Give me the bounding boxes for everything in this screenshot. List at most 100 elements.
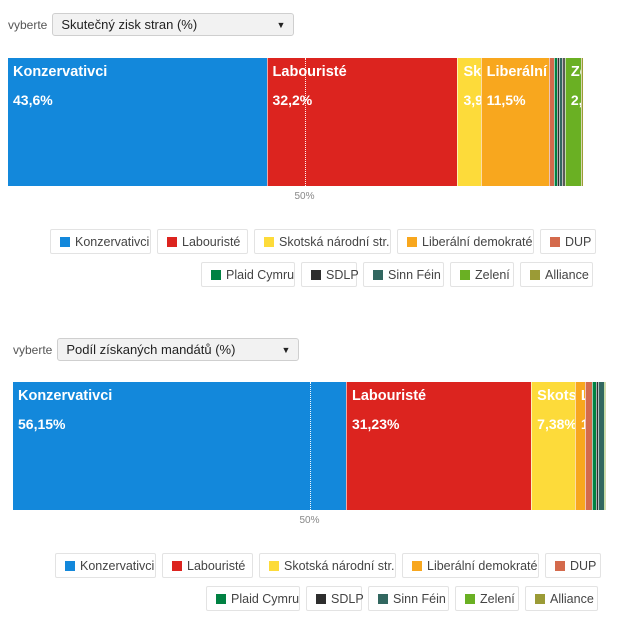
legend-item-zeleni[interactable]: Zelení [450,262,514,287]
legend-swatch [555,560,565,571]
bar-segment-plaid-cymru[interactable] [592,382,596,510]
legend-swatch [465,593,475,604]
legend-item-plaid-cymru[interactable]: Plaid Cymru [206,586,300,611]
legend-item-zeleni[interactable]: Zelení [455,586,519,611]
legend-swatch [311,269,321,280]
legend-label: Sinn Féin [388,267,441,282]
bar-segment-dup[interactable] [548,58,554,186]
segment-value-label: 43,6% [13,92,53,108]
bar-segment-liberalni-demokrate[interactable]: L1 [574,382,585,510]
bar-segment-liberalni-demokrate[interactable]: Liberální 11,5% [480,58,549,186]
metric-select-value-1: Skutečný zisk stran (%) [61,17,198,32]
legend-item-skotska-narodni-str[interactable]: Skotská národní str. [254,229,391,254]
legend-item-labouriste[interactable]: Labouristé [157,229,248,254]
legend-swatch [65,560,75,571]
legend-item-sdlp[interactable]: SDLP [301,262,359,287]
legend-item-labouriste[interactable]: Labouristé [162,553,253,578]
segment-name-label: Ze [570,64,581,80]
legend-item-skotska-narodni-str[interactable]: Skotská národní str. [259,553,396,578]
bar-segment-skotska-narodni-str[interactable]: Skots 7,38% [531,382,575,510]
legend-swatch [264,236,274,247]
legend-label: Skotská národní str. [279,234,390,249]
legend-swatch [167,236,177,247]
bar-segment-dup[interactable] [584,382,593,510]
legend-swatch [316,593,326,604]
bar-segment-plaid-cymru[interactable] [553,58,557,186]
segment-name-label: Labouristé [351,388,427,404]
bar-segment-sdlp[interactable] [595,382,598,510]
legend-label: SDLP [326,267,359,282]
midpoint-line [304,58,306,186]
midpoint-label-1: 50% [294,191,315,202]
bar-segment-sdlp[interactable] [556,58,559,186]
segment-value-label: 3,9 [463,92,480,108]
legend-item-sdlp[interactable]: SDLP [306,586,364,611]
legend-label: Labouristé [182,234,241,249]
legend-swatch [535,593,545,604]
bar-segment-labouriste[interactable]: Labouristé 31,23% [345,382,532,510]
selector-row-1: vyberte Skutečný zisk stran (%) ▼ [8,13,295,36]
bar-segment-labouriste[interactable]: Labouristé 32,2% [266,58,458,186]
bar-segment-alliance[interactable] [605,382,606,510]
legend-label: Sinn Féin [393,591,446,606]
metric-select-2[interactable]: Podíl získaných mandátů (%) ▼ [57,338,300,361]
legend-swatch [172,560,182,571]
legend-label: SDLP [331,591,364,606]
legend-swatch [530,269,540,280]
bar-segment-konzervativci[interactable]: Konzervativci 56,15% [13,382,346,510]
bar-segment-zeleni[interactable]: Ze 2, [564,58,581,186]
segment-value-label: 2, [570,92,581,108]
stacked-bar-2: Konzervativci 56,15% Labouristé 31,23% Skots… [13,382,606,510]
legend-label: Konzervativci [75,234,150,249]
legend-item-sinn-fein[interactable]: Sinn Féin [363,262,444,287]
legend-label: DUP [565,234,592,249]
legend-label: Plaid Cymru [231,591,300,606]
legend-item-konzervativci[interactable]: Konzervativci [55,553,156,578]
midpoint-line [309,382,311,510]
segment-name-label: Konzervativci [18,388,113,404]
bar-segment-sinn-fein[interactable] [558,58,563,186]
legend-label: Zelení [475,267,510,282]
legend-swatch [550,236,560,247]
legend-label: Zelení [480,591,515,606]
segment-value-label: 56,15% [18,416,66,432]
segment-name-label: Konzervativci [13,64,108,80]
legend-swatch [211,269,221,280]
legend-item-dup[interactable]: DUP [540,229,596,254]
bar-segment-ostatni[interactable] [562,58,565,186]
bar-segment-zeleni[interactable] [604,382,606,510]
legend-item-alliance[interactable]: Alliance [525,586,598,611]
legend-item-alliance[interactable]: Alliance [520,262,593,287]
segment-value-label: 7,38% [537,416,575,432]
legend-swatch [378,593,388,604]
legend-item-dup[interactable]: DUP [545,553,601,578]
bar-segment-alliance[interactable] [580,58,584,186]
legend-label: Konzervativci [80,558,155,573]
legend-swatch [412,560,422,571]
legend-item-plaid-cymru[interactable]: Plaid Cymru [201,262,295,287]
bar-segment-skotska-narodni-str[interactable]: Sk 3,9 [457,58,481,186]
segment-value-label: 31,23% [351,416,400,432]
chevron-down-icon: ▼ [281,344,291,355]
legend-swatch [407,236,417,247]
legend-item-liberalni-demokrate[interactable]: Liberální demokraté [397,229,534,254]
legend-item-liberalni-demokrate[interactable]: Liberální demokraté [402,553,539,578]
selector-label-2: vyberte [13,342,53,357]
segment-name-label: Liberální [486,64,548,80]
legend-swatch [216,593,226,604]
chevron-down-icon: ▼ [276,19,286,30]
legend-label: Labouristé [187,558,246,573]
metric-select-value-2: Podíl získaných mandátů (%) [66,342,236,357]
bar-segment-sinn-fein[interactable] [597,382,605,510]
bar-segment-konzervativci[interactable]: Konzervativci 43,6% [8,58,267,186]
metric-select-1[interactable]: Skutečný zisk stran (%) ▼ [52,13,295,36]
selector-row-2: vyberte Podíl získaných mandátů (%) ▼ [13,338,300,361]
legend-label: Liberální demokraté [427,558,538,573]
legend-swatch [60,236,70,247]
legend-label: Alliance [550,591,594,606]
legend-item-sinn-fein[interactable]: Sinn Féin [368,586,449,611]
segment-name-label: L [581,388,585,404]
legend-label: Alliance [545,267,589,282]
segment-name-label: Skots [537,388,575,404]
legend-item-konzervativci[interactable]: Konzervativci [50,229,151,254]
